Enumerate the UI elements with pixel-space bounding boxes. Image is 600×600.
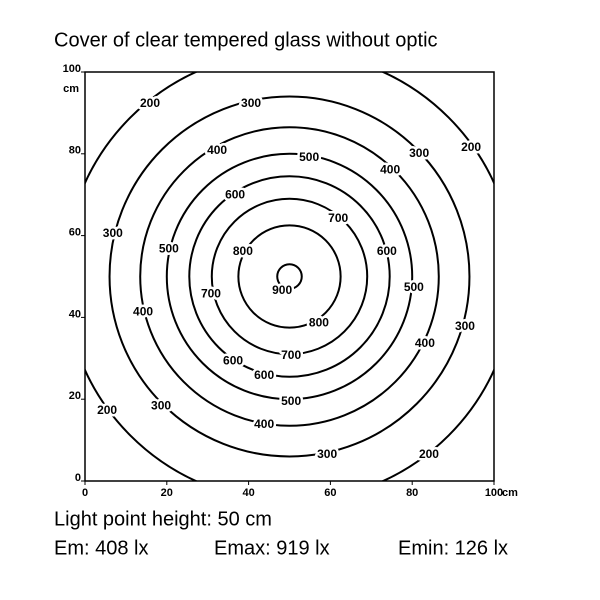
- plot-frame: [84, 71, 495, 482]
- contour-label: 400: [207, 143, 227, 157]
- contour-label: 700: [281, 348, 301, 362]
- contour-label: 500: [159, 241, 179, 255]
- contour-label: 300: [409, 146, 429, 160]
- footer-em: Em: 408 lx: [54, 537, 148, 559]
- contour-label: 400: [380, 162, 400, 176]
- x-tick-label: 100: [485, 487, 503, 499]
- contour-label: 400: [415, 336, 435, 350]
- contour-label: 400: [254, 417, 274, 431]
- x-tick-label: 60: [324, 487, 336, 499]
- contour-label: 200: [419, 447, 439, 461]
- contour-line: [210, 197, 369, 356]
- contour-label: 600: [254, 368, 274, 382]
- y-tick-label: 40: [69, 308, 81, 320]
- footer-emin: Emin: 126 lx: [398, 537, 508, 559]
- contour-label: 600: [377, 244, 397, 258]
- x-unit: cm: [502, 487, 518, 499]
- contour-label: 400: [133, 304, 153, 318]
- contour-line: [276, 263, 303, 290]
- contour-label: 500: [404, 280, 424, 294]
- contour-label: 500: [281, 394, 301, 408]
- contour-lines: [85, 72, 494, 481]
- y-tick-label: 20: [69, 390, 81, 402]
- contour-label: 600: [223, 353, 243, 367]
- contour-label: 200: [140, 96, 160, 110]
- contour-label: 200: [461, 140, 481, 154]
- contour-label: 800: [233, 244, 253, 258]
- contour-label: 800: [309, 315, 329, 329]
- y-tick-label: 0: [75, 472, 81, 484]
- contour-line: [108, 95, 471, 458]
- contour-label: 300: [103, 226, 123, 240]
- contour-label: 300: [151, 398, 171, 412]
- contour-line: [165, 152, 414, 401]
- y-tick-label: 60: [69, 227, 81, 239]
- footer-height: Light point height: 50 cm: [54, 508, 272, 530]
- contour-label: 500: [299, 150, 319, 164]
- y-unit: cm: [63, 83, 79, 95]
- contour-label: 700: [328, 211, 348, 225]
- contour-line: [237, 224, 342, 329]
- contour-label: 300: [241, 96, 261, 110]
- contour-line: [188, 175, 391, 378]
- contour-label: 300: [455, 319, 475, 333]
- y-tick-label: 80: [69, 145, 81, 157]
- contour-label: 200: [97, 403, 117, 417]
- x-tick-label: 20: [161, 487, 173, 499]
- y-tick-label: 100: [63, 63, 81, 75]
- x-tick-label: 0: [82, 487, 88, 499]
- contour-line: [139, 126, 440, 427]
- contour-line: [85, 72, 494, 481]
- contour-label: 700: [201, 286, 221, 300]
- contour-label: 600: [225, 187, 245, 201]
- contour-labels: 900 800 800 700 700 700 600 600 600 600 500 500 500 5…: [95, 94, 484, 464]
- contour-label: 300: [317, 447, 337, 461]
- chart-title: Cover of clear tempered glass without op…: [54, 29, 438, 51]
- contour-label: 900: [272, 283, 292, 297]
- x-tick-label: 80: [406, 487, 418, 499]
- footer-emax: Emax: 919 lx: [214, 537, 330, 559]
- x-tick-label: 40: [242, 487, 254, 499]
